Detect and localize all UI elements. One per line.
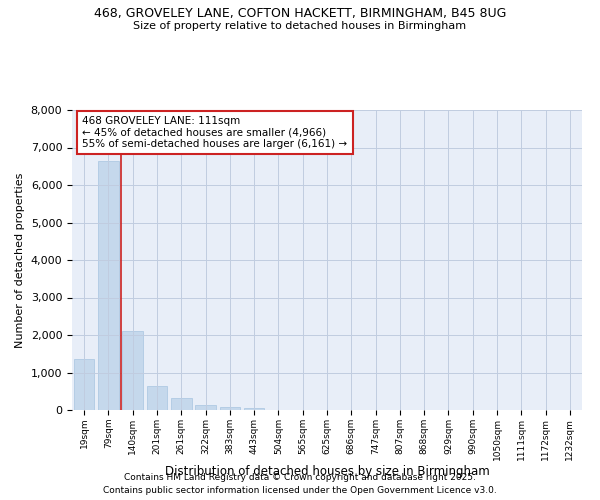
Bar xyxy=(244,408,265,410)
X-axis label: Distribution of detached houses by size in Birmingham: Distribution of detached houses by size … xyxy=(164,466,490,478)
Bar xyxy=(74,360,94,410)
Bar xyxy=(122,331,143,410)
Bar xyxy=(220,408,240,410)
Bar xyxy=(195,405,216,410)
Text: Size of property relative to detached houses in Birmingham: Size of property relative to detached ho… xyxy=(133,21,467,31)
Y-axis label: Number of detached properties: Number of detached properties xyxy=(15,172,25,348)
Text: Contains HM Land Registry data © Crown copyright and database right 2025.: Contains HM Land Registry data © Crown c… xyxy=(124,474,476,482)
Bar xyxy=(146,386,167,410)
Text: 468, GROVELEY LANE, COFTON HACKETT, BIRMINGHAM, B45 8UG: 468, GROVELEY LANE, COFTON HACKETT, BIRM… xyxy=(94,8,506,20)
Text: 468 GROVELEY LANE: 111sqm
← 45% of detached houses are smaller (4,966)
55% of se: 468 GROVELEY LANE: 111sqm ← 45% of detac… xyxy=(82,116,347,149)
Text: Contains public sector information licensed under the Open Government Licence v3: Contains public sector information licen… xyxy=(103,486,497,495)
Bar xyxy=(171,398,191,410)
Bar xyxy=(98,160,119,410)
